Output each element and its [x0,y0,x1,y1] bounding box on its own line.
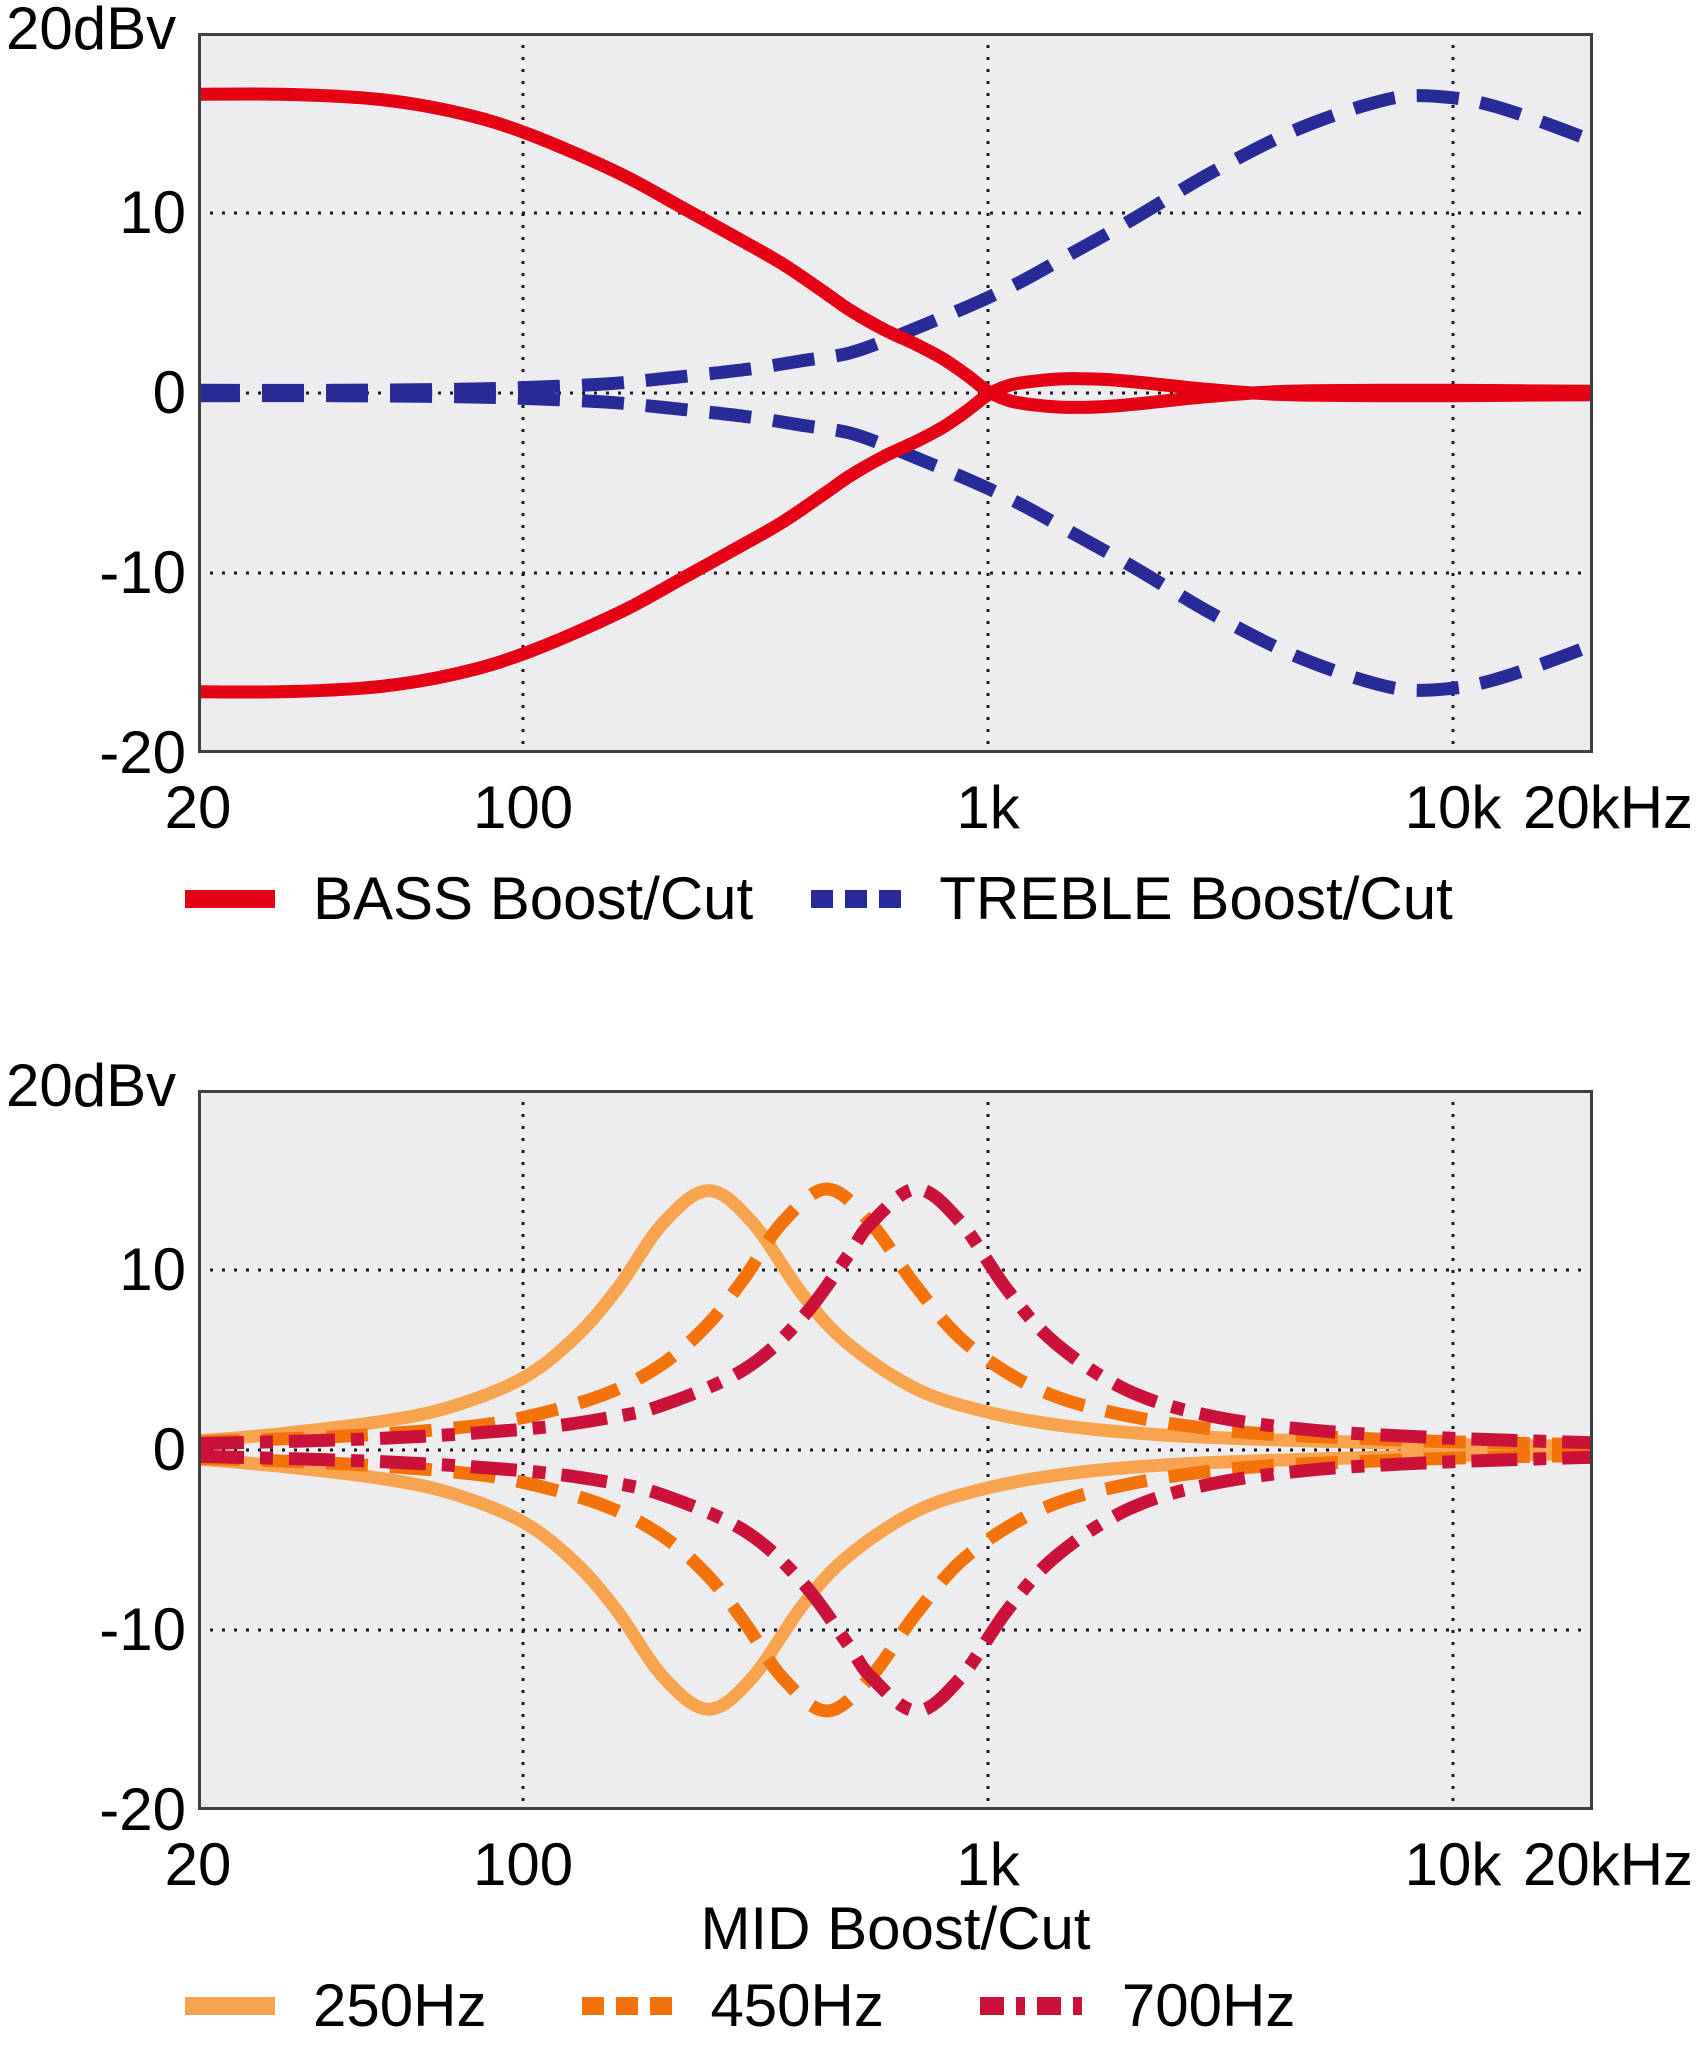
legend-item: TREBLE Boost/Cut [811,869,1453,929]
legend-label: 250Hz [313,1972,487,2039]
x-tick-label-100: 100 [472,774,574,841]
series-mid-700-cut-curve [197,1449,1594,1718]
series-mid-250-cut-curve [197,1447,1594,1716]
x-axis-title: MID Boost/Cut [700,1895,1091,1962]
x-tick-label-20: 20 [164,774,232,841]
y-tick-label-0: 0 [152,359,186,426]
legend-swatch-solid [185,890,275,908]
legend-swatch-dashed [582,1997,673,2015]
y-tick-label--10: -10 [99,1596,186,1663]
legend-label: 450Hz [710,1972,884,2039]
y-axis-unit-label: 20dBv [6,1052,177,1119]
legend-item: 250Hz [185,1976,486,2036]
x-tick-label-100: 100 [472,1831,574,1898]
x-tick-label-20000: 20kHz [1522,1831,1694,1898]
legend-label: TREBLE Boost/Cut [939,865,1453,932]
chart-canvas [197,33,1596,753]
x-tick-label-20000: 20kHz [1522,774,1694,841]
y-tick-label--20: -20 [99,1776,186,1843]
legend-item: 700Hz [979,1972,1296,2039]
series-bass-cut-curve [197,372,1594,699]
legend-swatch-dashed [811,890,902,908]
x-tick-label-1000: 1k [956,1831,1020,1898]
legend-item: BASS Boost/Cut [185,869,753,929]
legend-label: BASS Boost/Cut [313,865,754,932]
y-tick-label--10: -10 [99,539,186,606]
plot-border [198,1090,1593,1810]
y-tick-label-10: 10 [119,179,186,246]
y-axis-unit-label: 20dBv [6,0,177,62]
x-tick-label-1000: 1k [956,774,1020,841]
legend-swatch-dashdot [979,1997,1084,2015]
series-mid-250-boost-curve [197,1184,1594,1453]
y-tick-label-0: 0 [152,1416,186,1483]
legend-item: 450Hz [582,1972,884,2039]
legend-bass-treble: BASS Boost/Cut TREBLE Boost/Cut [185,869,1453,929]
y-tick-label--20: -20 [99,719,186,786]
series-mid-450-cut-curve [197,1448,1594,1718]
plot-border [198,33,1593,753]
series-treble-boost-curve [197,89,1596,397]
y-tick-label-10: 10 [119,1236,186,1303]
series-mid-700-boost-curve [197,1182,1594,1451]
legend-swatch-solid [185,1997,275,2015]
series-mid-450-boost-curve [197,1182,1594,1452]
plot-area-mid [197,1090,1594,1815]
plot-area-bass-treble [197,33,1596,758]
legend-mid: 250Hz 450Hz 700Hz [185,1976,1295,2036]
chart-canvas [197,1090,1594,1810]
series-treble-cut-curve [197,389,1596,697]
x-tick-label-10000: 10k [1404,1831,1502,1898]
x-tick-label-10000: 10k [1404,774,1502,841]
x-tick-label-20: 20 [164,1831,232,1898]
legend-label: 700Hz [1121,1972,1296,2039]
